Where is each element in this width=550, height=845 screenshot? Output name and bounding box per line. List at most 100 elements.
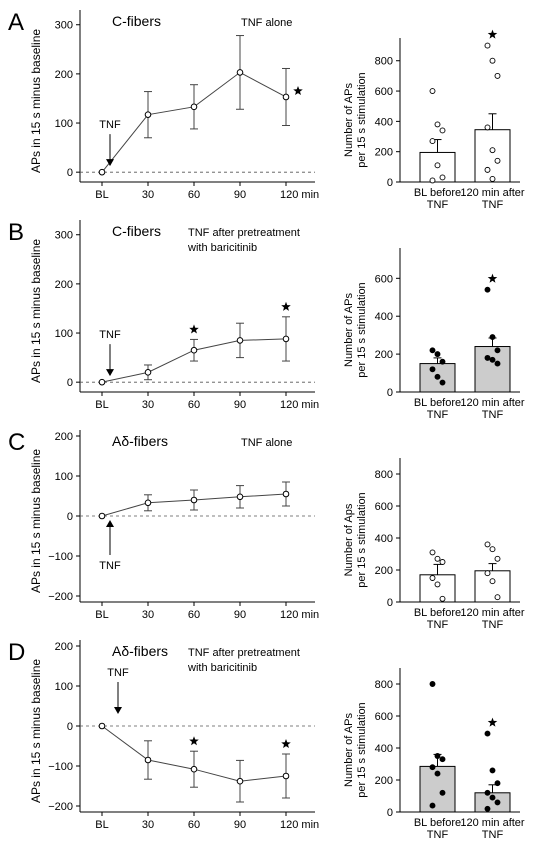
data-point	[236, 69, 244, 76]
bar-y-axis-label-line: Number of APs	[343, 713, 355, 787]
significance-star	[487, 717, 498, 727]
bar-y-tick-label: 600	[375, 501, 393, 513]
individual-point	[434, 162, 441, 169]
bar-y-tick-label: 400	[375, 533, 393, 545]
individual-point	[429, 88, 436, 95]
bar-category-label: BL before	[414, 397, 461, 409]
data-point	[190, 346, 198, 354]
data-point	[98, 378, 106, 386]
x-tick-label: BL	[95, 189, 108, 201]
x-tick-label: 60	[188, 189, 200, 201]
individual-point	[489, 147, 496, 154]
bar-y-axis-label-line: Number of APs	[343, 293, 355, 367]
bar-y-tick-label: 400	[375, 116, 393, 128]
bar	[419, 574, 456, 603]
bar-category-label: BL before	[414, 607, 461, 619]
individual-point	[489, 356, 496, 363]
x-tick-label: 90	[234, 399, 246, 411]
individual-point	[484, 42, 491, 49]
bar-y-axis-label-line: per 15 s stimulation	[356, 492, 368, 587]
bar-y-tick-label: 200	[375, 147, 393, 159]
condition-label: with baricitinib	[187, 662, 257, 674]
individual-point	[429, 549, 436, 556]
x-tick-label: 60	[188, 399, 200, 411]
bar-y-tick-label: 200	[375, 349, 393, 361]
bar-y-tick-label: 200	[375, 565, 393, 577]
individual-point	[439, 595, 446, 602]
bar-category-label: 120 min after	[460, 817, 525, 829]
data-point	[236, 337, 244, 344]
individual-point	[439, 358, 446, 365]
fiber-title: Aδ-fibers	[112, 643, 168, 659]
bar-category-label: TNF	[427, 619, 449, 631]
bar	[474, 129, 511, 183]
y-tick-label: 200	[55, 279, 73, 291]
y-axis-label: APs in 15 s minus baseline	[29, 29, 43, 173]
x-tick-label: 120 min	[280, 399, 319, 411]
tnf-label: TNF	[107, 667, 129, 679]
fiber-title: Aδ-fibers	[112, 433, 168, 449]
significance-star	[189, 736, 199, 746]
individual-point	[434, 555, 441, 562]
bar-category-label: BL before	[414, 817, 461, 829]
data-point	[282, 772, 290, 780]
bar-y-tick-label: 0	[387, 597, 393, 609]
individual-point	[484, 166, 491, 173]
data-point	[282, 335, 290, 343]
fiber-title: C-fibers	[112, 13, 161, 29]
bar-y-axis-label: Number of Apsper 15 s stimulation	[343, 492, 368, 587]
individual-point	[429, 366, 436, 373]
condition-label: TNF alone	[241, 437, 292, 449]
bar-y-axis-label-line: Number of APs	[343, 83, 355, 157]
bar-y-axis-label: Number of APsper 15 s stimulation	[343, 282, 368, 377]
individual-point	[489, 794, 496, 801]
bar-y-tick-label: 600	[375, 86, 393, 98]
y-tick-label: 100	[55, 328, 73, 340]
y-tick-label: 100	[55, 471, 73, 483]
individual-point	[489, 578, 496, 585]
individual-point	[494, 347, 501, 354]
y-tick-label: 300	[55, 230, 73, 242]
individual-point	[489, 767, 496, 774]
x-tick-label: BL	[95, 609, 108, 621]
fiber-title: C-fibers	[112, 223, 161, 239]
x-tick-label: 60	[188, 819, 200, 831]
significance-star	[293, 85, 303, 96]
individual-point	[484, 730, 491, 737]
y-tick-label: −200	[48, 801, 73, 813]
individual-point	[494, 555, 501, 562]
bar-y-axis-label-line: per 15 s stimulation	[356, 72, 368, 167]
bar-y-tick-label: 0	[387, 177, 393, 189]
x-tick-label: 90	[234, 609, 246, 621]
individual-point	[439, 174, 446, 181]
panel-letter: A	[8, 9, 24, 36]
y-tick-label: 200	[55, 431, 73, 443]
individual-point	[434, 373, 441, 380]
x-tick-label: BL	[95, 399, 108, 411]
individual-point	[429, 347, 436, 354]
data-point	[144, 111, 152, 118]
individual-point	[439, 379, 446, 386]
individual-point	[484, 570, 491, 577]
data-point	[190, 496, 198, 504]
individual-point	[429, 138, 436, 145]
bar-category-label: 120 min after	[460, 607, 525, 619]
individual-point	[489, 176, 496, 182]
individual-point	[434, 121, 441, 128]
significance-star	[487, 29, 498, 39]
panel-letter: D	[8, 639, 25, 666]
individual-point	[484, 541, 491, 548]
data-point	[190, 765, 198, 773]
y-tick-label: 300	[55, 20, 73, 32]
bar-category-label: TNF	[482, 829, 504, 841]
data-point	[98, 168, 106, 176]
significance-star	[281, 301, 291, 311]
x-tick-label: 30	[142, 819, 154, 831]
bar	[474, 570, 511, 603]
y-tick-label: 0	[67, 377, 73, 389]
data-point	[236, 777, 244, 785]
y-axis-label: APs in 15 s minus baseline	[29, 449, 43, 593]
individual-point	[429, 575, 436, 581]
individual-point	[489, 57, 496, 64]
condition-label: TNF after pretreatment	[188, 647, 300, 659]
